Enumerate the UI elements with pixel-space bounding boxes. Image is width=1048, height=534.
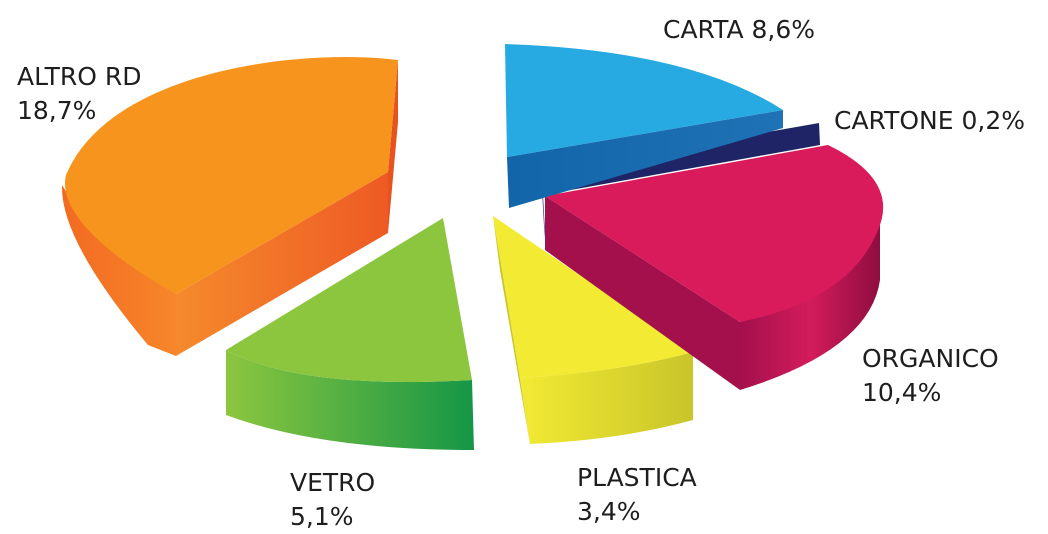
label-cartone-text: CARTONE 0,2%: [834, 106, 1026, 135]
label-vetro-name: VETRO: [290, 468, 376, 497]
pie-slice-vetro: [226, 218, 474, 450]
label-plastica-name: PLASTICA: [577, 463, 697, 492]
label-carta-text: CARTA 8,6%: [663, 15, 816, 44]
label-altro-rd-value: 18,7%: [17, 96, 97, 125]
label-altro-rd: ALTRO RD 18,7%: [17, 60, 141, 128]
pie-slice-plastica-front: [520, 352, 693, 444]
pie-slice-altro-rd-top: [65, 57, 398, 295]
pie-slice-carta-top: [505, 44, 783, 157]
pie-slice-vetro-side: [226, 350, 474, 450]
label-vetro-value: 5,1%: [290, 502, 354, 531]
label-carta: CARTA 8,6%: [663, 13, 815, 47]
pie-slice-organico: [545, 145, 884, 390]
pie-slice-organico-top: [545, 145, 884, 322]
label-vetro: VETRO 5,1%: [290, 466, 375, 534]
label-plastica: PLASTICA 3,4%: [577, 461, 697, 529]
pie-slice-altro-rd: [61, 57, 398, 356]
pie-slice-plastica-side: [493, 216, 530, 444]
pie-slice-organico-side: [740, 210, 880, 390]
pie-slice-organico-left: [545, 196, 740, 390]
pie-slice-altro-rd-edge: [388, 60, 398, 233]
pie-slice-vetro-top: [226, 218, 472, 382]
pie-slice-altro-rd-front: [176, 172, 388, 356]
label-plastica-value: 3,4%: [577, 497, 641, 526]
pie-slice-carta-side: [507, 110, 783, 208]
label-cartone: CARTONE 0,2%: [834, 104, 1025, 138]
label-altro-rd-name: ALTRO RD: [17, 62, 142, 91]
label-organico-value: 10,4%: [862, 378, 942, 407]
pie-slice-plastica-top: [493, 216, 693, 378]
label-organico: ORGANICO 10,4%: [862, 342, 999, 410]
label-organico-name: ORGANICO: [862, 344, 999, 373]
pie-slice-plastica: [493, 216, 693, 444]
pie-slice-carta: [505, 44, 783, 208]
